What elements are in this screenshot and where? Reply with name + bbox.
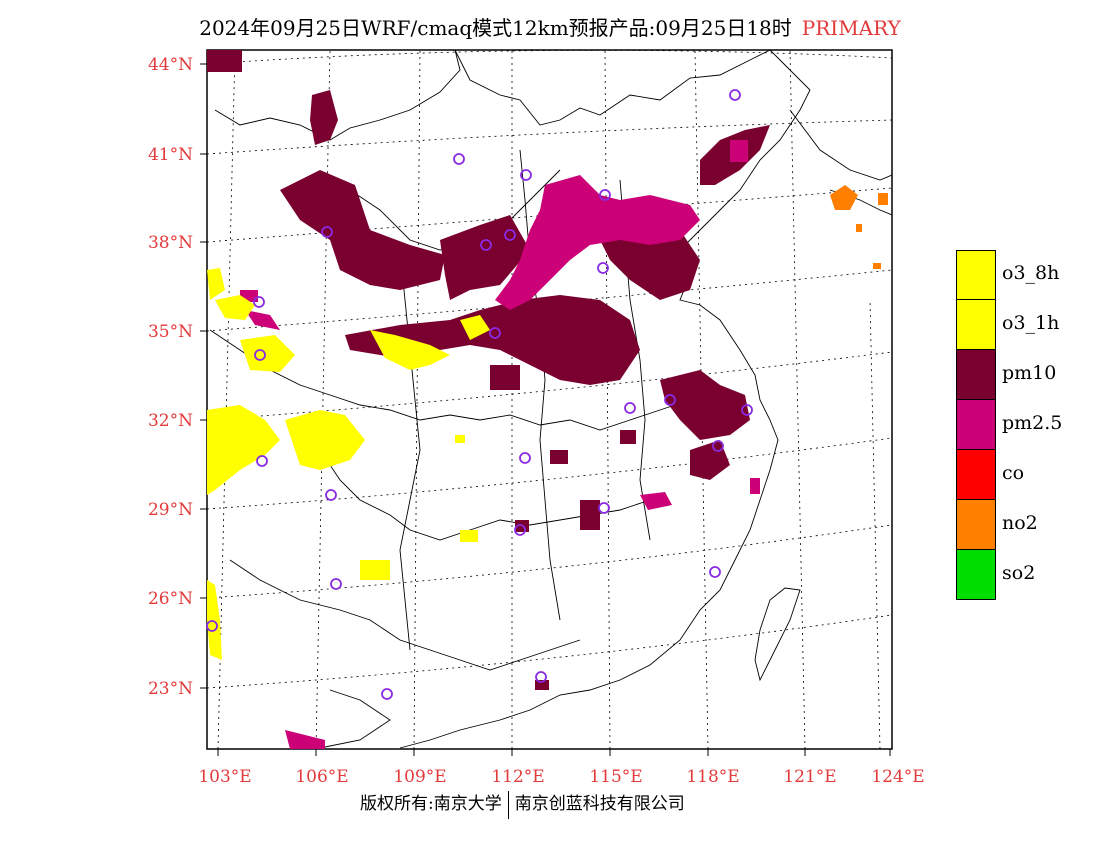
lon-label: 115°E xyxy=(589,767,642,787)
legend-label: o3_8h xyxy=(1002,262,1060,284)
lon-label: 118°E xyxy=(686,767,739,787)
legend-label: o3_1h xyxy=(1002,312,1060,334)
axis-ticks xyxy=(200,63,891,756)
lat-label: 26°N xyxy=(148,589,193,609)
title-text: 2024年09月25日WRF/cmaq模式12km预报产品:09月25日18时 xyxy=(199,16,792,40)
lon-label: 112°E xyxy=(491,767,544,787)
lat-label: 35°N xyxy=(148,322,193,342)
lat-label: 29°N xyxy=(148,500,193,520)
lat-label: 38°N xyxy=(148,233,193,253)
lat-label: 32°N xyxy=(148,411,193,431)
lon-label: 106°E xyxy=(295,767,348,787)
legend-label: no2 xyxy=(1002,512,1038,534)
legend-swatch xyxy=(956,500,996,550)
legend-swatch xyxy=(956,550,996,600)
station-markers xyxy=(206,89,753,700)
map-frame xyxy=(206,49,893,750)
lon-label: 103°E xyxy=(198,767,251,787)
footer-divider xyxy=(507,790,509,819)
o3-areas xyxy=(207,268,490,660)
copyright-company: 南京创蓝科技有限公司 xyxy=(514,794,685,814)
legend-swatch xyxy=(956,300,996,350)
latitude-labels: 44°N 41°N 38°N 35°N 32°N 29°N 26°N 23°N xyxy=(148,55,193,699)
copyright-footer: 版权所有:南京大学 南京创蓝科技有限公司 xyxy=(360,789,685,819)
no2-areas xyxy=(830,185,888,269)
legend-label: so2 xyxy=(1002,562,1036,584)
lat-label: 23°N xyxy=(148,679,193,699)
lat-label: 41°N xyxy=(148,145,193,165)
legend-swatch xyxy=(956,450,996,500)
legend-label: co xyxy=(1002,462,1025,484)
legend-label: pm10 xyxy=(1002,362,1057,384)
legend-swatch xyxy=(956,250,996,300)
legend-label: pm2.5 xyxy=(1002,412,1063,434)
longitude-labels: 103°E 106°E 109°E 112°E 115°E 118°E 121°… xyxy=(198,767,924,787)
copyright-owner: 版权所有:南京大学 xyxy=(360,794,502,814)
lat-label: 44°N xyxy=(148,55,193,75)
map-title: 2024年09月25日WRF/cmaq模式12km预报产品:09月25日18时 P… xyxy=(0,12,1100,41)
legend-swatch xyxy=(956,400,996,450)
lon-label: 121°E xyxy=(783,767,836,787)
lon-label: 109°E xyxy=(393,767,446,787)
legend-swatch xyxy=(956,350,996,400)
graticule xyxy=(206,49,893,750)
title-primary-tag: PRIMARY xyxy=(801,16,901,40)
lon-label: 124°E xyxy=(871,767,924,787)
